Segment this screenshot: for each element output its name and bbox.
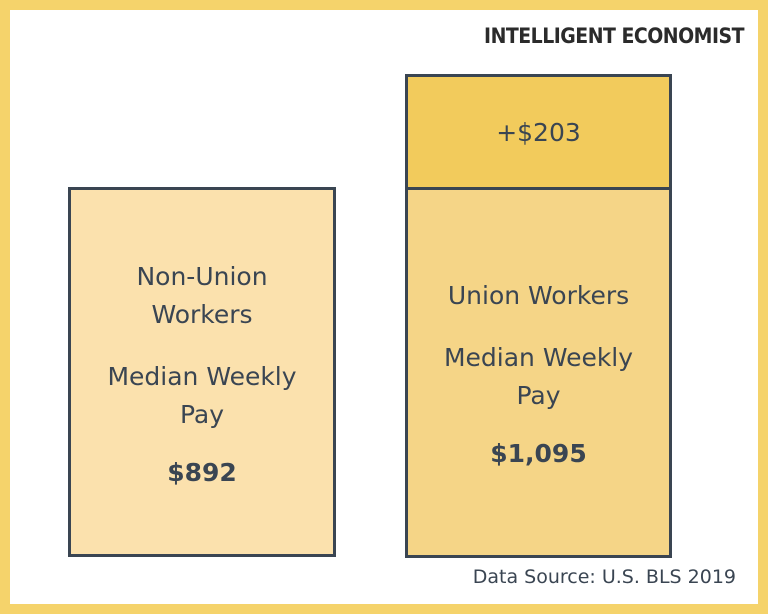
non-union-metric-line1: Median Weekly: [107, 361, 297, 391]
brand-logo: INTELLIGENT ECONOMIST: [484, 24, 744, 48]
non-union-value-label: $892: [167, 457, 237, 487]
bar-non-union: Non-Union Workers Median Weekly Pay $892: [68, 187, 336, 557]
bar-union-increment: +$203: [405, 74, 672, 190]
union-label-line1: Union Workers: [447, 281, 630, 310]
data-source-note: Data Source: U.S. BLS 2019: [472, 566, 736, 588]
union-metric-line2: Pay: [516, 381, 561, 410]
union-increment-label: +$203: [496, 117, 581, 147]
non-union-label-line1: Non-Union: [136, 261, 268, 291]
union-metric-line1: Median Weekly: [443, 343, 634, 372]
bar-union: Union Workers Median Weekly Pay $1,095: [405, 187, 672, 558]
union-value-label: $1,095: [490, 439, 587, 468]
non-union-label-line2: Workers: [151, 299, 253, 329]
non-union-metric-line2: Pay: [179, 399, 225, 429]
